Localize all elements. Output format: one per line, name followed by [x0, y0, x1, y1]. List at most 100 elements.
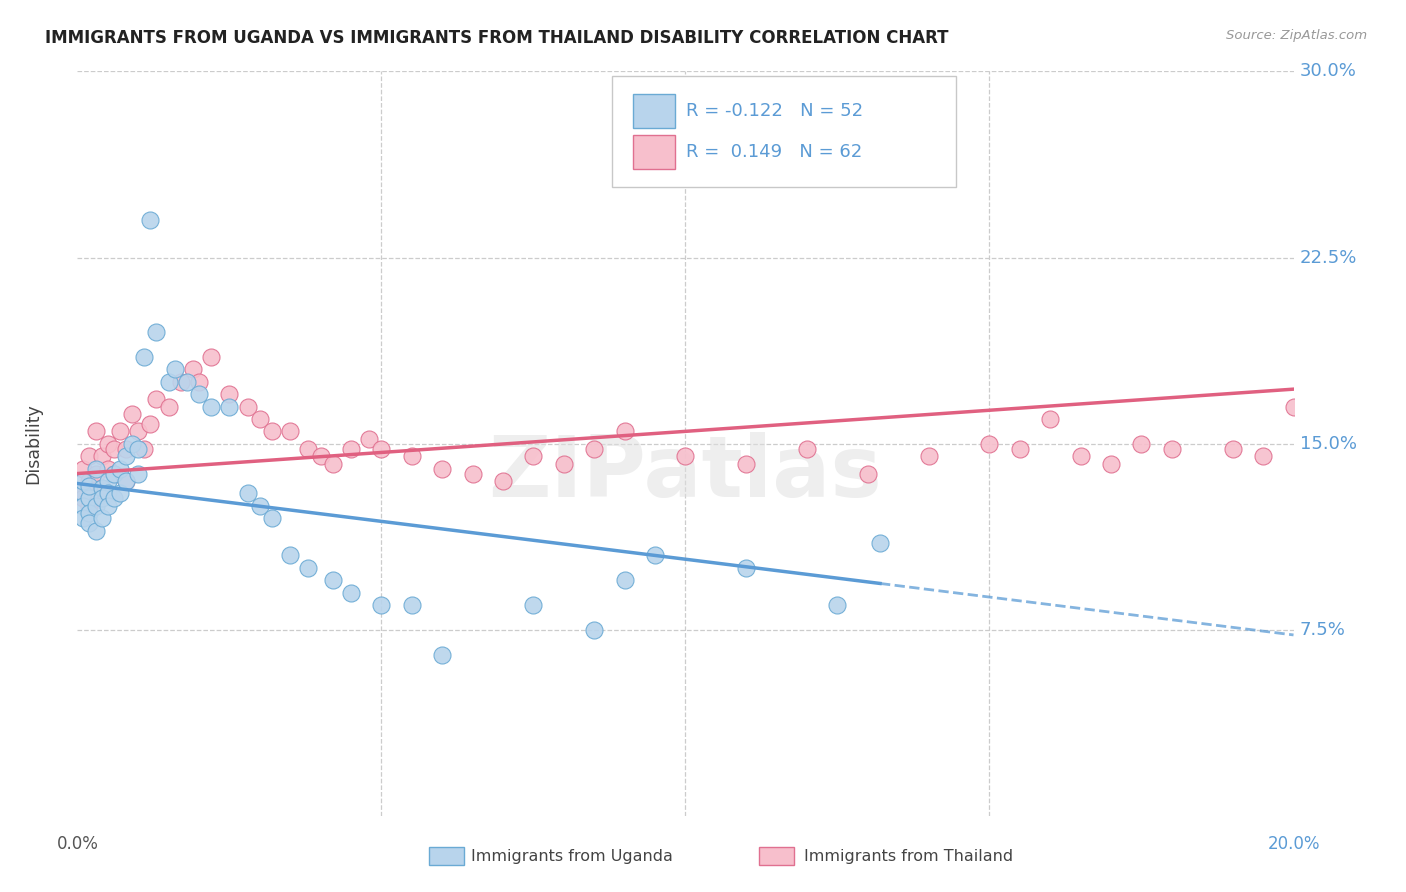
- Point: [103, 442, 125, 456]
- Point: [108, 425, 131, 439]
- Text: 30.0%: 30.0%: [1299, 62, 1357, 80]
- Point: [127, 425, 149, 439]
- Point: [249, 499, 271, 513]
- Point: [176, 375, 198, 389]
- Point: [827, 598, 849, 612]
- Point: [1222, 442, 1244, 456]
- Point: [1130, 436, 1153, 450]
- Point: [218, 400, 240, 414]
- Point: [121, 436, 143, 450]
- Point: [84, 467, 107, 481]
- Point: [278, 425, 301, 439]
- Point: [157, 375, 180, 389]
- Point: [188, 387, 211, 401]
- Point: [188, 375, 211, 389]
- Point: [340, 586, 363, 600]
- Point: [115, 449, 138, 463]
- Point: [918, 449, 941, 463]
- Point: [260, 511, 283, 525]
- Point: [297, 442, 319, 456]
- Point: [79, 506, 101, 520]
- Point: [613, 574, 636, 588]
- Point: [79, 516, 101, 531]
- Point: [260, 425, 283, 439]
- Point: [97, 486, 120, 500]
- Point: [97, 474, 120, 488]
- Point: [492, 474, 515, 488]
- Text: Immigrants from Thailand: Immigrants from Thailand: [804, 849, 1014, 863]
- Point: [79, 474, 101, 488]
- Point: [249, 412, 271, 426]
- Text: Disability: Disability: [24, 403, 42, 484]
- Point: [115, 442, 138, 456]
- Point: [103, 491, 125, 506]
- Point: [430, 648, 453, 662]
- Text: R =  0.149   N = 62: R = 0.149 N = 62: [686, 143, 862, 161]
- Point: [401, 598, 423, 612]
- Point: [134, 350, 156, 364]
- Point: [1099, 457, 1122, 471]
- Point: [115, 474, 138, 488]
- Point: [72, 461, 94, 475]
- Point: [97, 436, 120, 450]
- Point: [359, 432, 381, 446]
- Point: [218, 387, 240, 401]
- Point: [97, 499, 120, 513]
- Point: [1039, 412, 1062, 426]
- Point: [278, 549, 301, 563]
- Point: [322, 574, 344, 588]
- Point: [297, 561, 319, 575]
- Point: [1251, 449, 1274, 463]
- Point: [401, 449, 423, 463]
- Point: [79, 479, 101, 493]
- Point: [181, 362, 204, 376]
- Point: [84, 491, 107, 506]
- Point: [108, 486, 131, 500]
- Point: [79, 449, 101, 463]
- Point: [84, 461, 107, 475]
- Point: [90, 482, 112, 496]
- Point: [90, 449, 112, 463]
- Point: [72, 511, 94, 525]
- Point: [735, 561, 758, 575]
- Point: [340, 442, 363, 456]
- Text: R = -0.122   N = 52: R = -0.122 N = 52: [686, 102, 863, 120]
- Point: [157, 400, 180, 414]
- Point: [127, 467, 149, 481]
- Point: [139, 417, 162, 431]
- Point: [84, 499, 107, 513]
- Point: [145, 392, 167, 406]
- Point: [553, 457, 575, 471]
- Text: ZIPatlas: ZIPatlas: [488, 432, 883, 515]
- Text: IMMIGRANTS FROM UGANDA VS IMMIGRANTS FROM THAILAND DISABILITY CORRELATION CHART: IMMIGRANTS FROM UGANDA VS IMMIGRANTS FRO…: [45, 29, 949, 46]
- Point: [979, 436, 1001, 450]
- Point: [108, 461, 131, 475]
- Point: [644, 549, 666, 563]
- Point: [236, 486, 259, 500]
- Point: [103, 467, 125, 481]
- Point: [1070, 449, 1092, 463]
- Text: 22.5%: 22.5%: [1299, 249, 1357, 267]
- Point: [675, 449, 697, 463]
- Point: [170, 375, 193, 389]
- Point: [90, 511, 112, 525]
- Point: [309, 449, 332, 463]
- Point: [79, 499, 101, 513]
- Point: [522, 598, 544, 612]
- Point: [115, 474, 138, 488]
- Point: [90, 491, 112, 506]
- Text: 0.0%: 0.0%: [56, 835, 98, 853]
- Point: [72, 486, 94, 500]
- Point: [1008, 442, 1031, 456]
- Point: [145, 325, 167, 339]
- Text: 15.0%: 15.0%: [1299, 434, 1357, 453]
- Point: [322, 457, 344, 471]
- Point: [79, 491, 101, 506]
- Point: [583, 623, 606, 637]
- Text: Immigrants from Uganda: Immigrants from Uganda: [471, 849, 673, 863]
- Point: [121, 407, 143, 421]
- Text: Source: ZipAtlas.com: Source: ZipAtlas.com: [1226, 29, 1367, 42]
- Point: [127, 442, 149, 456]
- Point: [84, 425, 107, 439]
- Point: [522, 449, 544, 463]
